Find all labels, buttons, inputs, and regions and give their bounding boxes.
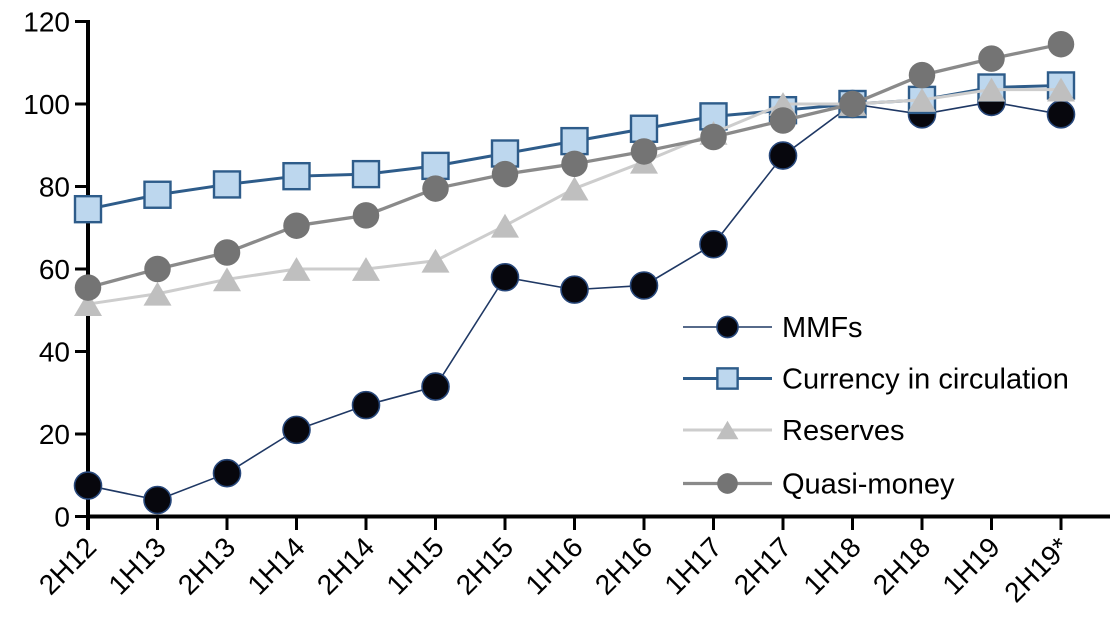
data-point-marker [144,255,171,283]
data-point-marker [143,281,172,306]
x-axis-tick-label: 1H16 [519,531,588,600]
legend-marker [717,473,738,494]
data-point-marker [74,274,102,301]
data-point-marker [422,175,449,202]
x-axis-tick-label: 2H13 [172,531,241,600]
y-axis-tick-label: 0 [54,502,70,533]
legend-item-currency-in-circulation: Currency in circulation [683,364,1069,396]
data-point-marker [978,45,1005,72]
data-point-marker [73,471,103,500]
y-axis-tick-label: 100 [23,89,70,120]
data-point-marker [908,87,936,112]
data-point-marker [908,61,936,89]
data-point-marker [491,160,519,188]
x-axis-tick-label: 1H13 [102,531,171,600]
data-point-marker [629,114,659,143]
legend-label: Currency in circulation [782,364,1069,396]
data-point-marker [421,372,450,401]
data-point-marker [212,170,242,199]
legend-marker [716,367,739,390]
legend-item-quasi-money: Quasi-money [683,469,955,501]
x-axis-tick-label: 1H15 [380,531,449,600]
legend-item-reserves: Reserves [683,415,905,447]
data-point-marker [212,458,242,488]
data-point-marker [769,107,797,134]
legend-label: Quasi-money [782,469,955,501]
x-axis-tick-label: 2H18 [867,531,936,600]
data-point-marker [73,194,103,224]
x-axis-tick-label: 2H14 [311,531,380,600]
data-point-marker [421,151,450,181]
data-point-marker [351,159,381,189]
x-axis-tick-label: 2H12 [33,531,102,600]
x-axis-tick-label: 1H18 [797,531,866,600]
data-point-marker [490,139,520,168]
data-point-marker [213,267,241,292]
data-point-marker [629,271,659,300]
x-axis-tick-label: 1H17 [658,531,727,600]
data-point-marker [143,180,172,209]
data-point-marker [839,90,866,118]
legend-marker [716,315,739,339]
series-currency-in-circulation [73,71,1076,224]
x-axis-tick-label: 2H17 [728,531,797,600]
series-quasi-money [74,30,1075,301]
x-axis-tick-label: 2H19* [998,531,1075,608]
y-axis-tick-label: 80 [39,172,70,203]
y-axis-tick-label: 120 [23,7,70,38]
data-point-marker [491,213,519,238]
x-axis-tick-label: 2H15 [450,531,519,600]
data-point-marker [768,141,798,170]
data-point-marker [977,77,1006,102]
data-point-marker [352,202,380,229]
data-point-marker [1047,77,1075,102]
data-point-marker [560,126,589,156]
y-axis-tick-label: 60 [39,254,70,285]
data-point-marker [560,275,589,304]
x-axis-tick-label: 1H19 [936,531,1005,600]
data-point-marker [143,485,172,515]
data-point-marker [1047,30,1075,58]
x-axis-tick-label: 2H16 [589,531,658,600]
data-point-marker [561,150,588,178]
data-point-marker [699,229,728,259]
legend-label: MMFs [782,312,863,344]
data-point-marker [421,248,450,273]
data-point-marker [282,161,311,191]
chart-legend: MMFs Currency in circulation Reserves Quasi… [683,312,1069,501]
y-axis-tick-label: 40 [39,337,70,368]
legend-item-mmfs: MMFs [683,312,863,344]
legend-marker [716,420,739,440]
data-point-marker [630,138,658,165]
data-point-marker [74,292,102,316]
series-layer [73,30,1076,515]
x-axis-tick-label: 1H14 [241,531,310,600]
data-point-marker [490,262,520,292]
legend-label: Reserves [782,415,905,447]
data-point-marker [700,123,727,151]
y-axis-tick-label: 20 [39,419,70,450]
data-point-marker [351,390,381,420]
data-point-marker [282,257,311,281]
data-point-marker [282,415,311,445]
data-point-marker [352,257,380,281]
data-point-marker [560,176,589,201]
data-point-marker [1046,100,1076,129]
data-point-marker [283,212,310,239]
data-point-marker [213,239,241,266]
